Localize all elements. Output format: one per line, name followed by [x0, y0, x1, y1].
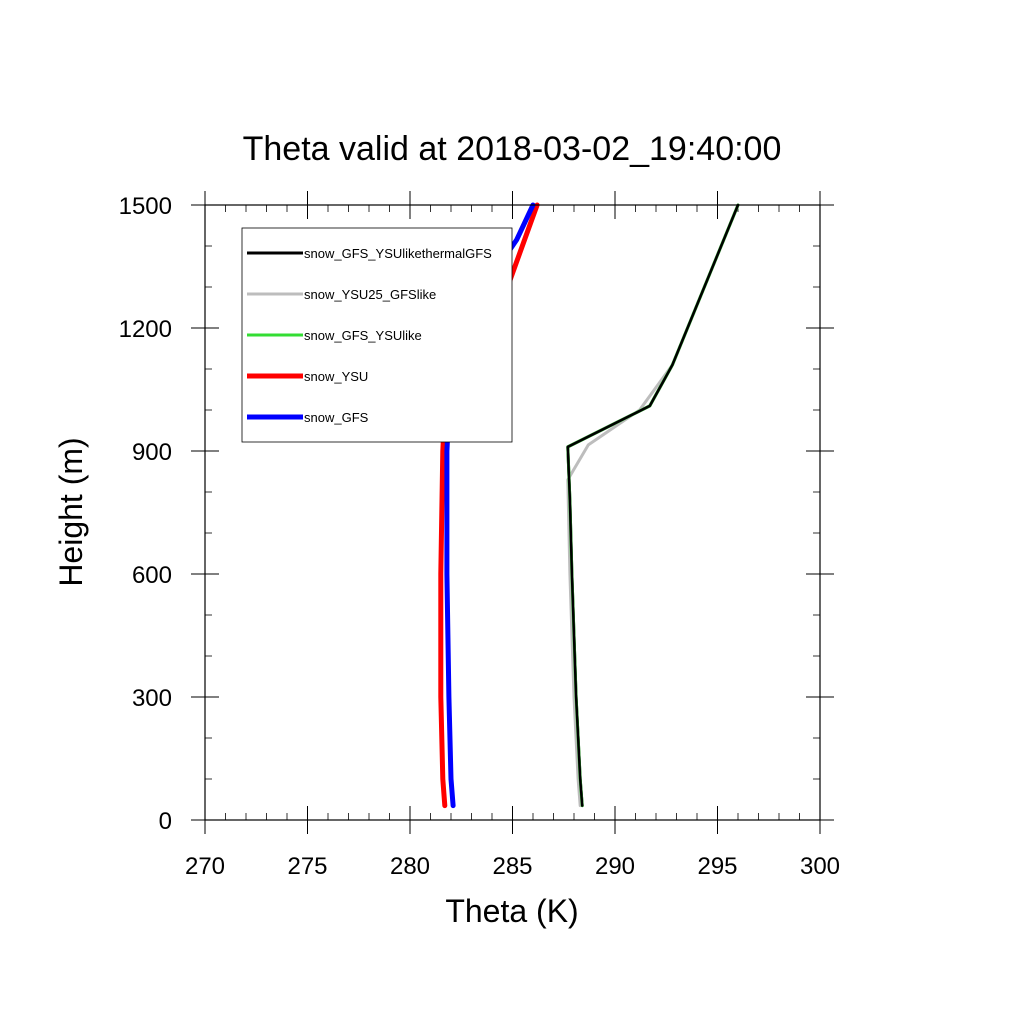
series-line-snow_GFS_YSUlike: [566, 203, 740, 808]
legend: snow_GFS_YSUlikethermalGFS snow_YSU25_GFS…: [241, 227, 513, 443]
y-tick-label: 0: [159, 808, 172, 835]
series-line-snow_GFS_YSUlikethermalGFS: [566, 203, 740, 807]
legend-label: snow_GFS_YSUlikethermalGFS: [304, 246, 492, 261]
y-axis-label: Height (m): [53, 437, 89, 586]
y-tick-label: 900: [132, 439, 172, 466]
x-tick-label: 290: [595, 853, 635, 880]
legend-label: snow_GFS_YSUlike: [304, 328, 422, 343]
x-tick-label: 280: [390, 853, 430, 880]
x-tick-label: 300: [800, 853, 840, 880]
plot-frame: [204, 204, 821, 821]
x-tick-label: 285: [492, 853, 532, 880]
chart-title: Theta valid at 2018-03-02_19:40:00: [243, 130, 782, 168]
legend-label: snow_YSU25_GFSlike: [304, 287, 436, 302]
x-tick-label: 270: [185, 853, 225, 880]
x-axis-label: Theta (K): [445, 893, 578, 929]
y-tick-label: 1200: [119, 316, 172, 343]
series-line-snow_GFS_YSUlikethermalGFS: [566, 203, 740, 808]
series-line-snow_YSU25_GFSlike: [566, 203, 740, 808]
x-tick-label: 295: [697, 853, 737, 880]
x-tick-label: 275: [287, 853, 327, 880]
y-tick-label: 300: [132, 685, 172, 712]
y-tick-label: 600: [132, 562, 172, 589]
legend-label: snow_GFS: [304, 410, 369, 425]
y-tick-label: 1500: [119, 193, 172, 220]
legend-label: snow_YSU: [304, 369, 368, 384]
